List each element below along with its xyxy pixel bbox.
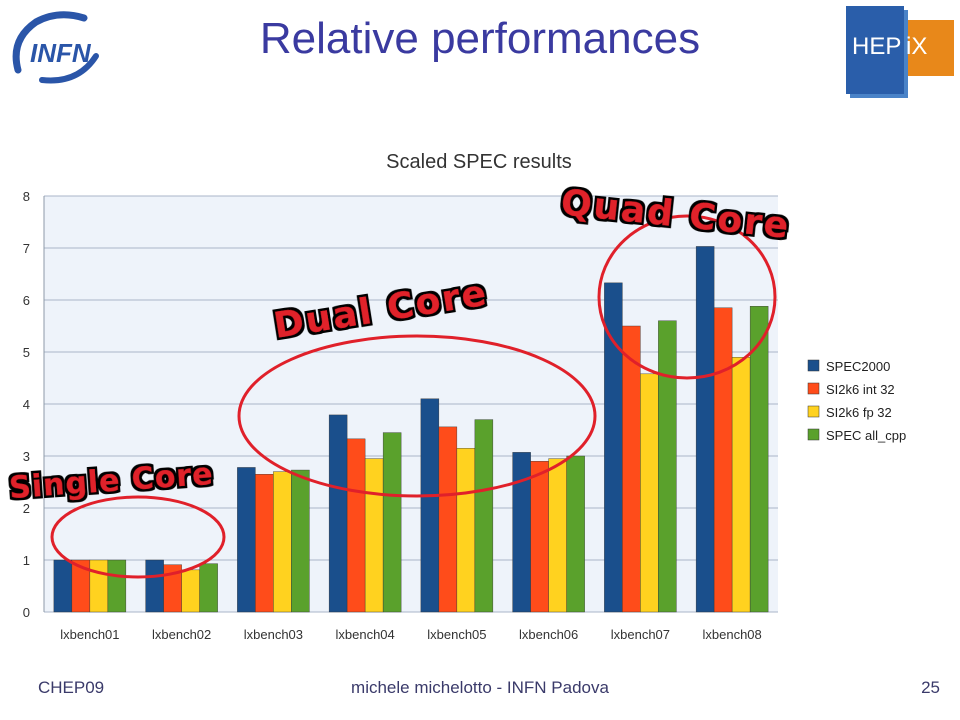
- x-tick-label: lxbench07: [611, 627, 670, 642]
- bar: [199, 563, 218, 613]
- x-tick-label: lxbench05: [427, 627, 486, 642]
- bar: [291, 469, 310, 613]
- y-tick-label: 0: [23, 605, 30, 620]
- bar: [695, 246, 715, 613]
- bar: [640, 373, 659, 613]
- y-tick-label: 6: [23, 293, 30, 308]
- bar: [474, 419, 494, 613]
- plot-area: 0 1 2 3 4 5 6 7 8 lxbench01 lxbench02 lxbench03 lxbe…: [23, 189, 778, 642]
- infn-logo-text: INFN: [30, 38, 92, 68]
- footer-author: michele michelotto - INFN Padova: [351, 678, 609, 697]
- bar: [382, 432, 402, 613]
- x-tick-label: lxbench08: [702, 627, 761, 642]
- bar: [346, 438, 366, 613]
- legend-label: SPEC2000: [826, 359, 890, 374]
- bar: [107, 559, 127, 613]
- bar: [713, 307, 733, 613]
- y-tick-label: 1: [23, 553, 30, 568]
- bar: [420, 398, 440, 613]
- bar: [548, 458, 567, 613]
- legend-swatch: [807, 382, 820, 395]
- x-tick-label: lxbench04: [335, 627, 394, 642]
- bar: [53, 559, 73, 613]
- bar: [237, 467, 256, 613]
- single-core-circle: [50, 495, 226, 579]
- legend-swatch: [807, 405, 820, 418]
- legend-label: SI2k6 fp 32: [826, 405, 892, 420]
- legend-label: SI2k6 int 32: [826, 382, 895, 397]
- quad-core-circle: [597, 214, 777, 380]
- chart-title: Scaled SPEC results: [386, 151, 572, 173]
- bar: [255, 474, 274, 613]
- slide-title: Relative performances: [259, 14, 701, 63]
- bar: [145, 559, 164, 613]
- legend-swatch: [807, 428, 820, 441]
- hepix-logo: HEP iX: [846, 6, 954, 98]
- x-tick-label: lxbench03: [244, 627, 303, 642]
- x-tick-label: lxbench06: [519, 627, 578, 642]
- y-tick-label: 5: [23, 345, 30, 360]
- infn-logo: INFN: [12, 11, 99, 84]
- bar: [438, 426, 458, 613]
- legend-label: SPEC all_cpp: [826, 428, 906, 443]
- bar: [364, 458, 384, 613]
- y-tick-label: 7: [23, 241, 30, 256]
- bar: [512, 452, 531, 613]
- bar: [456, 448, 476, 613]
- y-tick-label: 8: [23, 189, 30, 204]
- y-tick-label: 2: [23, 501, 30, 516]
- y-tick-label: 4: [23, 397, 30, 412]
- bar: [530, 461, 549, 613]
- x-tick-label: lxbench02: [152, 627, 211, 642]
- legend-swatch: [807, 359, 820, 372]
- bar: [658, 320, 677, 613]
- dual-core-circle: [237, 334, 597, 498]
- bar: [622, 325, 641, 613]
- footer-conference: CHEP09: [38, 678, 105, 697]
- bar: [273, 471, 292, 613]
- page-number: 25: [921, 678, 940, 697]
- bar: [731, 357, 751, 613]
- y-tick-label: 3: [23, 449, 30, 464]
- bar: [89, 559, 109, 613]
- bar: [181, 569, 200, 613]
- bar: [566, 455, 585, 613]
- legend: SPEC2000 SI2k6 int 32 SI2k6 fp 32 SPEC all_…: [807, 359, 906, 443]
- x-tick-label: lxbench01: [60, 627, 119, 642]
- bar: [749, 306, 769, 613]
- hepix-logo-text-b: iX: [906, 33, 927, 60]
- hepix-logo-text-a: HEP: [852, 33, 901, 60]
- bar: [328, 414, 348, 613]
